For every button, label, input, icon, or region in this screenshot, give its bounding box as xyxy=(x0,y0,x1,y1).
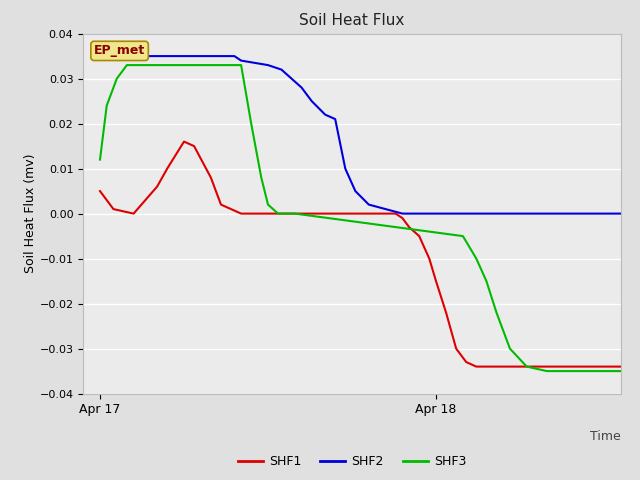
Text: Time: Time xyxy=(590,430,621,443)
Title: Soil Heat Flux: Soil Heat Flux xyxy=(300,13,404,28)
Legend: SHF1, SHF2, SHF3: SHF1, SHF2, SHF3 xyxy=(233,450,471,473)
Text: EP_met: EP_met xyxy=(94,44,145,58)
Y-axis label: Soil Heat Flux (mv): Soil Heat Flux (mv) xyxy=(24,154,36,273)
